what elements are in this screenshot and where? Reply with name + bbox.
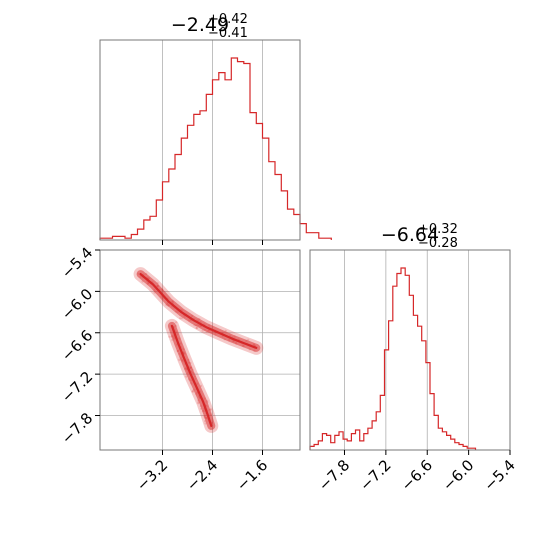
bottom-right-title-lower-error: −0.28 — [418, 236, 458, 251]
scatter-point-1-24 — [168, 335, 171, 338]
scatter-point-1-18 — [191, 390, 194, 393]
tick-label-bottom-right-x-0: −7.8 — [315, 456, 353, 494]
density-contour-0 — [139, 273, 258, 349]
scatter-point-1-110 — [209, 408, 212, 411]
top-left-frame — [99, 39, 301, 241]
top-left-title: −2.49 — [171, 14, 229, 36]
scatter-point-1-38 — [185, 375, 188, 378]
scatter-point-1-10 — [204, 422, 207, 425]
tick-label-bottom-left-x-1: −2.4 — [183, 456, 221, 494]
tick-label-bottom-left-y-0: −5.4 — [58, 244, 96, 282]
histogram-step-line — [309, 267, 477, 450]
top-left-histogram — [99, 57, 332, 240]
bottom-right-title-upper-error: +0.32 — [418, 222, 458, 237]
bottom-left-panel-bg — [100, 250, 300, 450]
tick-label-bottom-left-x-0: −3.2 — [133, 456, 171, 494]
tick-label-bottom-right-x-1: −7.2 — [356, 456, 394, 494]
tick-label-bottom-right-x-2: −6.6 — [398, 456, 436, 494]
tick-label-bottom-left-y-4: −7.8 — [58, 409, 96, 447]
tick-label-bottom-left-y-2: −6.6 — [58, 326, 96, 364]
bottom-left-frame — [99, 249, 301, 451]
tick-label-bottom-right-x-4: −5.4 — [480, 456, 518, 494]
bottom-right-panel-bg — [310, 250, 510, 450]
bottom-left-scatter — [133, 267, 264, 433]
scatter-point-1-83 — [197, 402, 200, 405]
scatter-point-1-99 — [178, 358, 181, 361]
scatter-point-1-101 — [175, 321, 178, 324]
bottom-right-frame — [309, 249, 511, 451]
scatter-point-0-32 — [195, 326, 198, 329]
scatter-point-0-77 — [195, 327, 198, 330]
tick-label-bottom-left-y-1: −6.0 — [58, 285, 96, 323]
scatter-point-0-52 — [201, 329, 204, 332]
scatter-point-0-76 — [179, 317, 182, 320]
bottom-right-histogram — [309, 267, 477, 450]
scatter-point-0-21 — [180, 317, 183, 320]
top-left-panel-bg — [100, 40, 300, 240]
density-contour-1 — [170, 324, 213, 427]
tick-label-bottom-left-x-2: −1.6 — [233, 456, 271, 494]
top-left-title-upper-error: +0.42 — [208, 12, 248, 27]
top-left-grid — [162, 40, 263, 240]
bottom-right-title: −6.64 — [381, 224, 439, 246]
scatter-point-1-117 — [191, 390, 194, 393]
histogram-step-line — [99, 57, 332, 240]
tick-label-bottom-left-y-3: −7.2 — [58, 368, 96, 406]
top-left-title-lower-error: −0.41 — [208, 26, 248, 41]
scatter-point-0-82 — [247, 338, 250, 341]
tick-label-bottom-right-x-3: −6.0 — [439, 456, 477, 494]
